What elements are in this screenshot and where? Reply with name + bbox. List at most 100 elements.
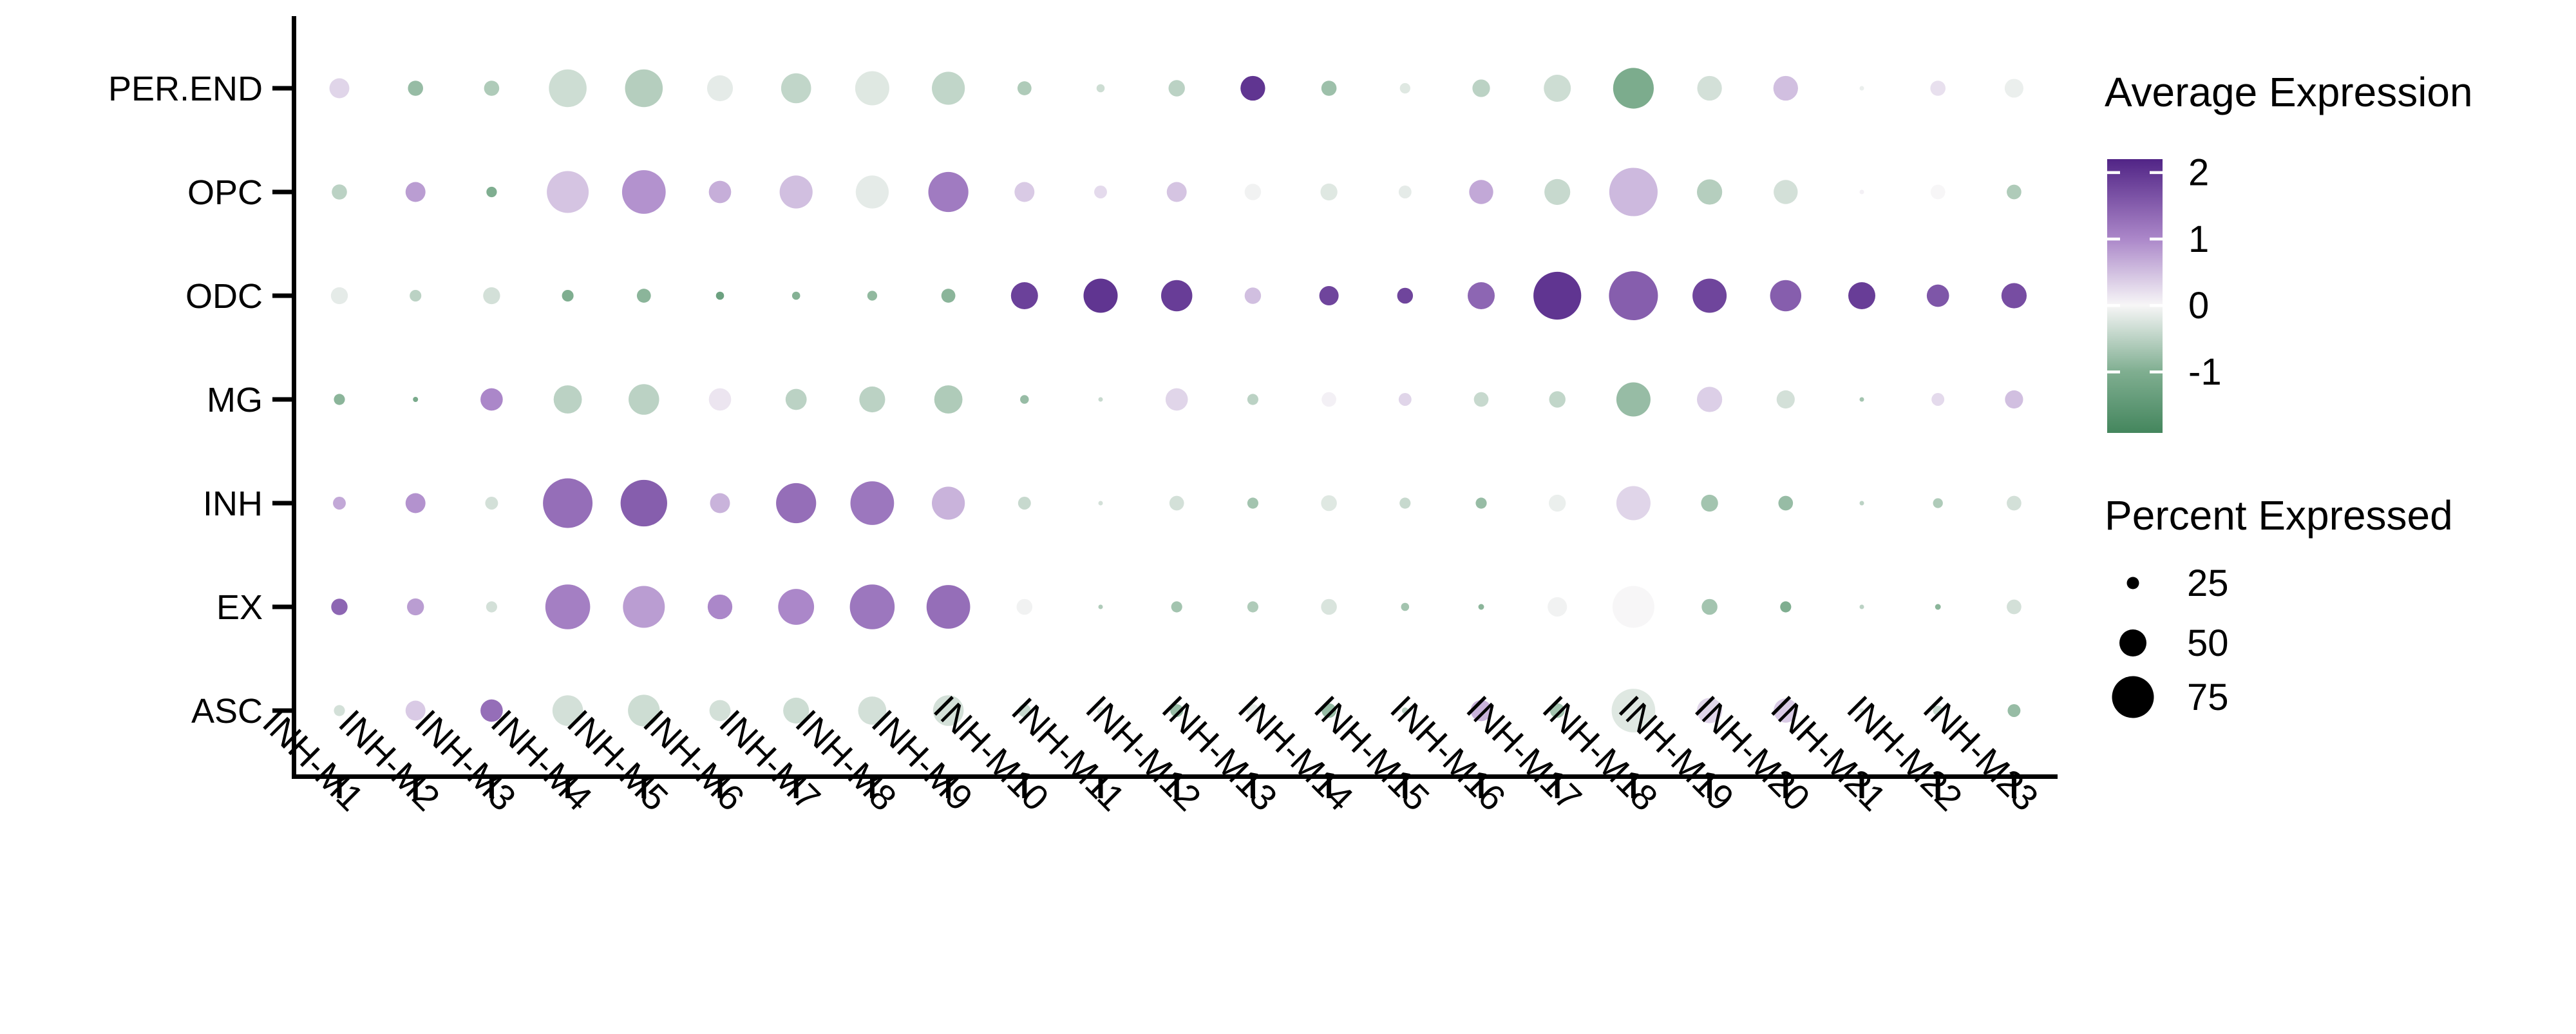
- dot-ex-inh-m4: [545, 584, 591, 629]
- dot-mg-inh-m4: [553, 385, 582, 414]
- x-axis-tick-inh-m20: [1783, 779, 1788, 798]
- dot-odc-inh-m15: [1397, 287, 1414, 304]
- dot-ex-inh-m15: [1401, 602, 1410, 611]
- dot-inh-inh-m14: [1321, 495, 1337, 512]
- x-axis-tick-inh-m9: [946, 779, 951, 798]
- dot-odc-inh-m7: [791, 291, 800, 300]
- dot-odc-inh-m9: [941, 289, 956, 303]
- legend: Average Expression Percent Expressed 2 1 0…: [2105, 69, 2473, 718]
- dot-per-end-inh-m9: [932, 72, 965, 105]
- dot-opc-inh-m7: [779, 175, 813, 209]
- dot-inh-inh-m7: [776, 483, 817, 524]
- dot-ex-inh-m7: [778, 589, 815, 625]
- dot-per-end-inh-m18: [1613, 68, 1654, 109]
- y-axis-tick-per-end: [272, 86, 292, 91]
- x-axis-tick-inh-m6: [717, 779, 723, 798]
- dot-opc-inh-m17: [1544, 178, 1571, 206]
- dot-inh-inh-m6: [710, 493, 730, 513]
- dot-inh-inh-m8: [850, 481, 895, 525]
- dot-opc-inh-m4: [547, 171, 589, 213]
- dot-mg-inh-m1: [334, 394, 345, 405]
- dot-ex-inh-m16: [1478, 604, 1484, 610]
- x-axis-tick-inh-m15: [1403, 779, 1408, 798]
- dot-per-end-inh-m4: [549, 69, 587, 108]
- dot-opc-inh-m19: [1696, 179, 1723, 205]
- colorbar-tick-mark: [2150, 171, 2163, 175]
- dot-inh-inh-m22: [1933, 498, 1943, 508]
- y-axis-tick-ex: [272, 604, 292, 609]
- dot-opc-inh-m2: [405, 182, 426, 202]
- dot-ex-inh-m12: [1171, 601, 1182, 613]
- dot-mg-inh-m6: [708, 388, 732, 411]
- dot-ex-inh-m2: [407, 598, 424, 616]
- dot-opc-inh-m8: [855, 175, 889, 209]
- dot-asc-inh-m8: [858, 696, 887, 725]
- dot-mg-inh-m14: [1321, 392, 1336, 407]
- x-axis-tick-inh-m19: [1707, 779, 1712, 798]
- dot-inh-inh-m11: [1098, 501, 1103, 506]
- y-axis-label-odc: ODC: [185, 277, 263, 316]
- x-axis-tick-inh-m12: [1174, 779, 1179, 798]
- axes: [272, 16, 2058, 798]
- dot-mg-inh-m19: [1696, 387, 1723, 412]
- dot-ex-inh-m17: [1548, 597, 1567, 617]
- dot-odc-inh-m10: [1010, 282, 1038, 309]
- dot-per-end-inh-m3: [484, 81, 500, 96]
- dot-ex-inh-m14: [1321, 598, 1337, 615]
- dot-mg-inh-m8: [859, 386, 886, 413]
- dot-ex-inh-m20: [1780, 601, 1792, 613]
- colorbar-tick-mark: [2107, 370, 2120, 374]
- dot-per-end-inh-m19: [1697, 75, 1722, 101]
- dot-odc-inh-m21: [1848, 282, 1875, 309]
- x-axis-tick-inh-m21: [1859, 779, 1864, 798]
- colorbar-tick-mark: [2107, 171, 2120, 175]
- dot-opc-inh-m22: [1930, 184, 1946, 200]
- dot-opc-inh-m3: [486, 186, 497, 198]
- x-axis-tick-inh-m23: [2011, 779, 2016, 798]
- dot-asc-inh-m21: [1859, 708, 1864, 713]
- dot-inh-inh-m2: [405, 493, 426, 513]
- dot-inh-inh-m13: [1247, 497, 1258, 509]
- dot-per-end-inh-m16: [1472, 79, 1490, 97]
- dot-per-end-inh-m6: [706, 75, 734, 102]
- dot-opc-inh-m13: [1244, 184, 1262, 200]
- dot-mg-inh-m21: [1859, 397, 1864, 402]
- dot-odc-inh-m19: [1692, 278, 1727, 313]
- dot-per-end-inh-m8: [855, 71, 889, 106]
- dot-mg-inh-m9: [934, 385, 963, 414]
- dot-odc-inh-m23: [2001, 283, 2027, 309]
- dot-odc-inh-m16: [1468, 282, 1495, 309]
- y-axis-label-per-end: PER.END: [108, 70, 263, 108]
- dot-inh-inh-m10: [1018, 497, 1031, 510]
- x-axis-tick-inh-m3: [489, 779, 494, 798]
- colorbar-tick-label: 0: [2188, 285, 2209, 327]
- dot-per-end-inh-m21: [1859, 86, 1864, 91]
- dot-mg-inh-m15: [1398, 393, 1412, 406]
- y-axis-label-asc: ASC: [191, 692, 263, 731]
- colorbar-tick-mark: [2150, 370, 2163, 374]
- dot-asc-inh-m17: [1549, 703, 1565, 718]
- dot-odc-inh-m13: [1244, 287, 1262, 304]
- x-axis-labels: INH-M1INH-M2INH-M3INH-M4INH-M5INH-M6INH-…: [255, 688, 2046, 819]
- dot-opc-inh-m1: [332, 184, 347, 200]
- dot-per-end-inh-m23: [2004, 79, 2023, 98]
- dot-inh-inh-m19: [1701, 494, 1718, 512]
- y-axis-label-mg: MG: [207, 381, 263, 419]
- dot-odc-inh-m1: [330, 287, 348, 305]
- x-axis-tick-inh-m5: [641, 779, 647, 798]
- size-legend-label: 25: [2187, 562, 2229, 604]
- dot-asc-inh-m12: [1170, 704, 1184, 717]
- dot-opc-inh-m15: [1398, 186, 1412, 198]
- dot-ex-inh-m5: [623, 586, 665, 628]
- dot-odc-inh-m3: [483, 287, 500, 305]
- dot-asc-inh-m6: [709, 700, 731, 722]
- dot-asc-inh-m9: [933, 695, 964, 726]
- dot-asc-inh-m5: [628, 694, 660, 727]
- dot-inh-inh-m9: [932, 486, 965, 520]
- dot-odc-inh-m6: [715, 291, 724, 300]
- x-axis-line: [292, 774, 2058, 779]
- y-axis-tick-inh: [272, 501, 292, 506]
- dot-mg-inh-m13: [1247, 394, 1258, 405]
